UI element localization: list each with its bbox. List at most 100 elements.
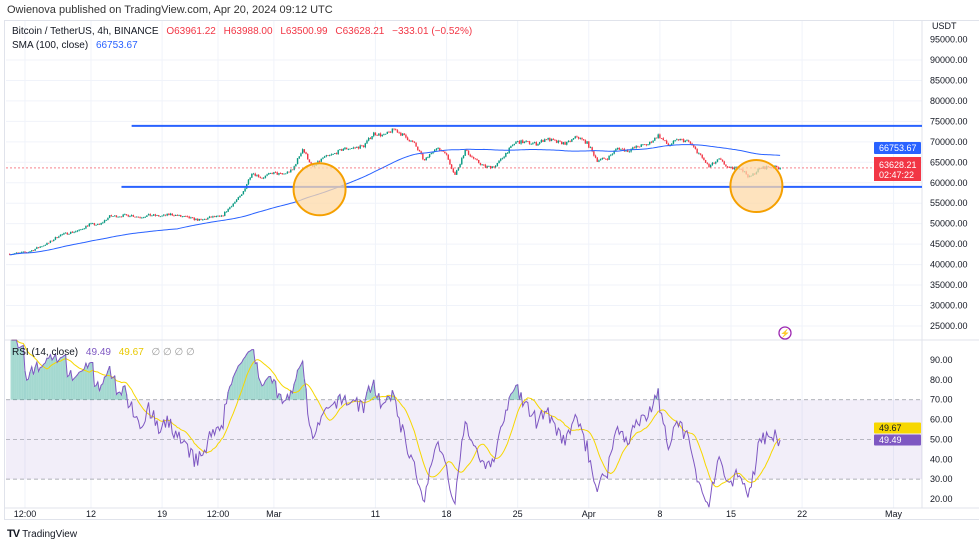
candle-body	[672, 140, 675, 144]
candle-body	[581, 137, 583, 140]
candle-body	[193, 217, 195, 221]
candle-body	[339, 149, 341, 151]
candle-body	[220, 215, 223, 217]
candle-body	[423, 159, 426, 161]
candle-body	[472, 156, 475, 159]
candle-body	[676, 139, 678, 141]
candle-body	[322, 157, 324, 159]
candle-body	[107, 217, 109, 220]
candle-body	[706, 162, 709, 164]
candle-body	[576, 136, 578, 138]
candle-body	[266, 174, 268, 176]
candle-body	[386, 131, 389, 134]
price-tick-label: 60000.00	[930, 178, 968, 188]
rsi-label[interactable]: RSI (14, close)	[12, 347, 79, 358]
candle-body	[39, 246, 41, 248]
candle-body	[198, 218, 201, 221]
candle-body	[310, 162, 312, 164]
candle-body	[78, 229, 80, 231]
candle-body	[335, 153, 338, 155]
price-tick-label: 85000.00	[930, 75, 968, 85]
candle-body	[210, 216, 212, 218]
candle-body	[659, 134, 661, 139]
candle-body	[582, 139, 585, 141]
candle-body	[146, 215, 148, 217]
candle-body	[166, 213, 168, 216]
candle-body	[418, 149, 421, 152]
candle-body	[728, 166, 731, 168]
chart-frame	[4, 20, 979, 520]
candle-body	[371, 136, 373, 140]
candle-body	[586, 141, 588, 144]
candle-body	[433, 149, 436, 152]
candle-body	[486, 166, 488, 168]
candle-body	[278, 173, 280, 175]
candle-body	[515, 141, 517, 144]
candle-body	[569, 140, 571, 142]
candle-body	[716, 159, 719, 162]
candle-body	[76, 230, 79, 232]
last-price-badge-bg	[874, 157, 921, 181]
candle-body	[303, 149, 306, 153]
candle-body	[176, 214, 179, 216]
candle-body	[63, 233, 65, 235]
candle-body	[354, 147, 356, 149]
candle-body	[58, 236, 60, 238]
time-tick-label: 25	[513, 509, 523, 519]
candle-body	[432, 151, 434, 154]
candle-body	[643, 144, 646, 146]
lightning-icon-glyph: ⚡	[780, 328, 790, 338]
candle-body	[222, 215, 224, 217]
candle-body	[325, 155, 328, 157]
candle-body	[262, 177, 265, 179]
candle-body	[369, 138, 372, 140]
candle-body	[611, 153, 614, 155]
candle-body	[136, 216, 138, 218]
candle-body	[232, 203, 234, 207]
candle-body	[452, 168, 455, 173]
candle-body	[208, 216, 211, 218]
candle-body	[254, 173, 256, 176]
symbol-name[interactable]: Bitcoin / TetherUS, 4h, BINANCE	[12, 26, 159, 37]
candle-body	[498, 160, 500, 164]
candle-body	[403, 133, 405, 135]
candle-body	[776, 165, 778, 168]
candle-body	[320, 158, 322, 162]
candle-body	[547, 137, 549, 140]
candle-body	[374, 132, 377, 136]
time-tick-label: Apr	[582, 509, 596, 519]
candle-body	[554, 139, 556, 141]
candle-body	[276, 172, 278, 175]
candle-body	[735, 166, 737, 168]
rsi-tick-label: 70.00	[930, 395, 953, 405]
candle-body	[342, 149, 344, 151]
candle-body	[163, 214, 165, 216]
candle-body	[606, 159, 609, 160]
candle-body	[435, 148, 438, 150]
candle-body	[66, 232, 69, 235]
rsi-tick-label: 40.00	[930, 454, 953, 464]
candle-body	[205, 219, 207, 220]
candle-body	[100, 222, 102, 225]
candle-body	[417, 146, 419, 150]
candle-body	[29, 251, 31, 253]
candle-body	[69, 231, 72, 234]
candle-body	[444, 151, 446, 154]
candle-body	[671, 143, 673, 145]
candle-body	[218, 215, 221, 217]
candle-body	[428, 154, 431, 158]
candle-body	[105, 219, 107, 221]
candle-body	[601, 157, 604, 159]
candle-body	[345, 147, 348, 150]
candle-body	[694, 146, 697, 150]
candle-body	[574, 136, 576, 139]
candle-body	[213, 216, 216, 218]
candle-body	[400, 132, 402, 136]
candle-body	[633, 147, 636, 149]
candle-body	[351, 148, 353, 149]
sma-label[interactable]: SMA (100, close)	[12, 40, 89, 51]
tradingview-footer[interactable]: TV TradingView	[7, 528, 77, 540]
candle-body	[283, 173, 285, 175]
candle-body	[535, 142, 538, 146]
